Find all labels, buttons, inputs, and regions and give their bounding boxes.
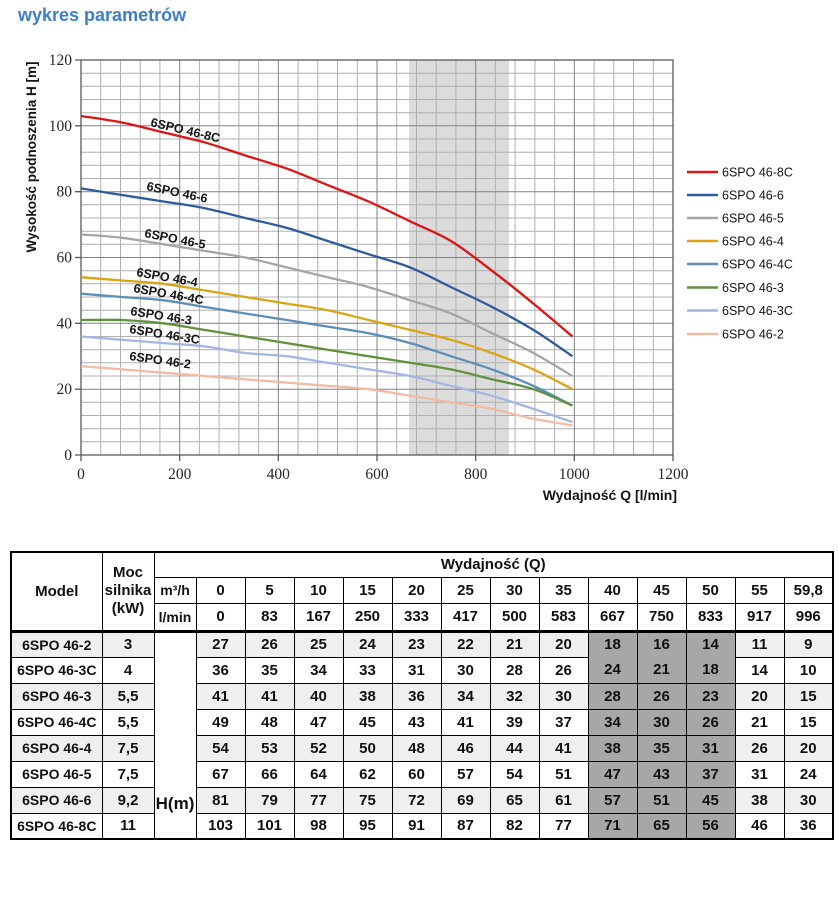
svg-text:1000: 1000 — [559, 466, 590, 483]
svg-text:600: 600 — [365, 466, 389, 483]
svg-text:6SPO 46-4: 6SPO 46-4 — [722, 235, 784, 249]
svg-text:6SPO 46-4C: 6SPO 46-4C — [722, 258, 793, 272]
svg-text:Wysokość podnoszenia H [m]: Wysokość podnoszenia H [m] — [24, 61, 39, 252]
svg-text:6SPO 46-3C: 6SPO 46-3C — [722, 304, 793, 318]
svg-text:1200: 1200 — [658, 466, 689, 483]
svg-text:0: 0 — [64, 447, 72, 464]
svg-text:200: 200 — [168, 466, 192, 483]
svg-text:6SPO 46-3: 6SPO 46-3 — [722, 281, 784, 295]
svg-text:800: 800 — [464, 466, 488, 483]
svg-text:80: 80 — [57, 184, 73, 201]
svg-text:6SPO 46-2: 6SPO 46-2 — [722, 328, 784, 342]
svg-text:6SPO 46-5: 6SPO 46-5 — [143, 226, 206, 252]
svg-text:60: 60 — [57, 250, 73, 267]
svg-text:100: 100 — [49, 118, 73, 135]
svg-text:6SPO 46-5: 6SPO 46-5 — [722, 212, 784, 226]
svg-text:20: 20 — [57, 381, 73, 398]
svg-text:Wydajność Q [l/min]: Wydajność Q [l/min] — [543, 487, 677, 503]
svg-text:120: 120 — [49, 52, 73, 69]
svg-text:6SPO 46-8C: 6SPO 46-8C — [722, 166, 793, 180]
svg-text:6SPO 46-6: 6SPO 46-6 — [722, 189, 784, 203]
svg-text:0: 0 — [77, 466, 85, 483]
svg-text:40: 40 — [57, 315, 73, 332]
svg-text:400: 400 — [267, 466, 291, 483]
